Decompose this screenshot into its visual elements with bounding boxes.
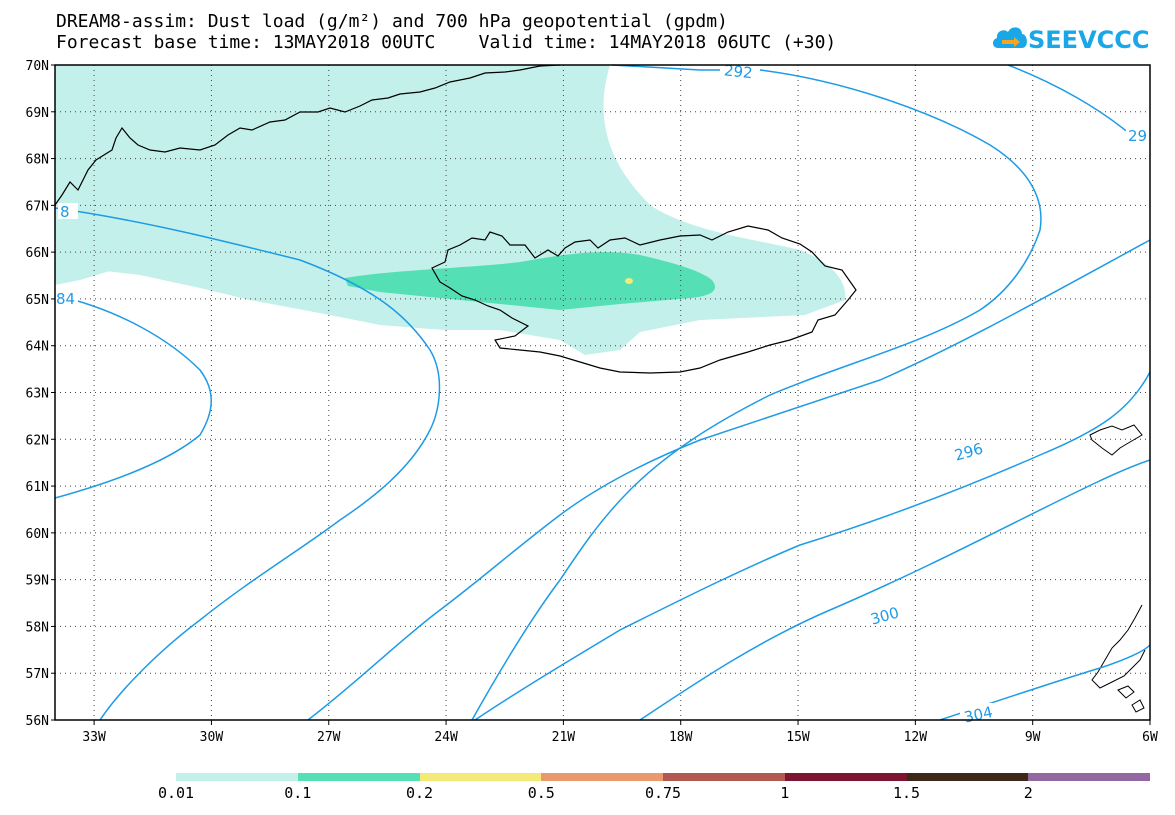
lat-label: 57N <box>26 667 49 682</box>
lat-label: 56N <box>26 714 49 729</box>
logo-text: SEEVCCC <box>1028 26 1150 54</box>
lat-label: 69N <box>26 106 49 121</box>
dust-area-light-west <box>55 268 120 285</box>
cloud-arrow-icon <box>992 27 1027 48</box>
contour-label-8: 8 <box>60 203 70 221</box>
colorbar-segment <box>1028 773 1150 781</box>
lat-label: 58N <box>26 620 49 635</box>
axis-ticks <box>51 64 1151 725</box>
lat-label: 70N <box>26 59 49 74</box>
scotland-islands <box>1117 685 1145 713</box>
colorbar-label: 0.5 <box>527 784 555 802</box>
lat-label: 61N <box>26 480 49 495</box>
iceland-coastline <box>431 225 857 374</box>
lat-label: 63N <box>26 387 49 402</box>
contour-284 <box>54 294 212 499</box>
forecast-time-line: Forecast base time: 13MAY2018 00UTC Vali… <box>56 32 837 53</box>
longitude-labels: 33W 30W 27W 24W 21W 18W 15W 12W 9W 6W <box>82 730 1158 745</box>
lat-label: 64N <box>26 340 49 355</box>
colorbar-segment <box>784 773 907 781</box>
colorbar-segment <box>541 773 663 781</box>
colorbar-segment <box>297 773 420 781</box>
contour-label-84: 84 <box>56 290 75 308</box>
contour-300 <box>474 371 1151 721</box>
contour-288 <box>54 207 441 721</box>
colorbar-label: 2 <box>1023 784 1033 802</box>
colorbar-label: 1 <box>780 784 790 802</box>
contour-292 <box>471 64 1042 721</box>
colorbar-label: 0.2 <box>405 784 434 802</box>
chart-title: DREAM8-assim: Dust load (g/m²) and 700 h… <box>56 11 728 32</box>
dust-area-light <box>55 65 846 355</box>
lat-label: 60N <box>26 527 49 542</box>
colorbar-label: 0.1 <box>284 784 312 802</box>
lon-label: 9W <box>1025 730 1041 745</box>
contour-296 <box>307 239 1151 721</box>
lat-label: 67N <box>26 199 49 214</box>
colorbar-segment <box>906 773 1029 781</box>
lat-label: 62N <box>26 433 49 448</box>
colorbar-segment <box>663 773 785 781</box>
contour-292-north <box>1007 64 1151 141</box>
colorbar-label: 1.5 <box>892 784 921 802</box>
colorbar-segment <box>176 773 298 781</box>
latitude-labels: 70N 69N 68N 67N 66N 65N 64N 63N 62N 61N 60N 59N 58N 5… <box>26 59 49 729</box>
lat-label: 66N <box>26 246 49 261</box>
lon-label: 33W <box>82 730 106 745</box>
lon-label: 27W <box>317 730 341 745</box>
colorbar-label: 0.01 <box>157 784 195 802</box>
dust-area-high <box>625 278 633 284</box>
lon-label: 18W <box>669 730 693 745</box>
lon-label: 21W <box>552 730 576 745</box>
greenland-coastline <box>54 64 561 206</box>
contour-label-292: 292 <box>723 61 753 82</box>
lon-label: 6W <box>1142 730 1158 745</box>
contour-296b <box>639 459 1151 721</box>
colorbar-label: 0.75 <box>644 784 682 802</box>
seevccc-logo: SEEVCCC <box>990 20 1150 60</box>
lon-label: 12W <box>904 730 928 745</box>
colorbar-segment <box>419 773 542 781</box>
faroe-coastline <box>1089 424 1143 456</box>
geopotential-contours <box>54 64 1151 721</box>
lon-label: 30W <box>200 730 224 745</box>
contour-label-29: 29 <box>1128 127 1147 145</box>
dust-area-medium <box>345 252 716 310</box>
lat-label: 65N <box>26 293 49 308</box>
lon-label: 24W <box>434 730 458 745</box>
lon-label: 15W <box>786 730 810 745</box>
scotland-coastline <box>1091 604 1146 689</box>
lat-label: 68N <box>26 153 49 168</box>
lat-label: 59N <box>26 574 49 589</box>
